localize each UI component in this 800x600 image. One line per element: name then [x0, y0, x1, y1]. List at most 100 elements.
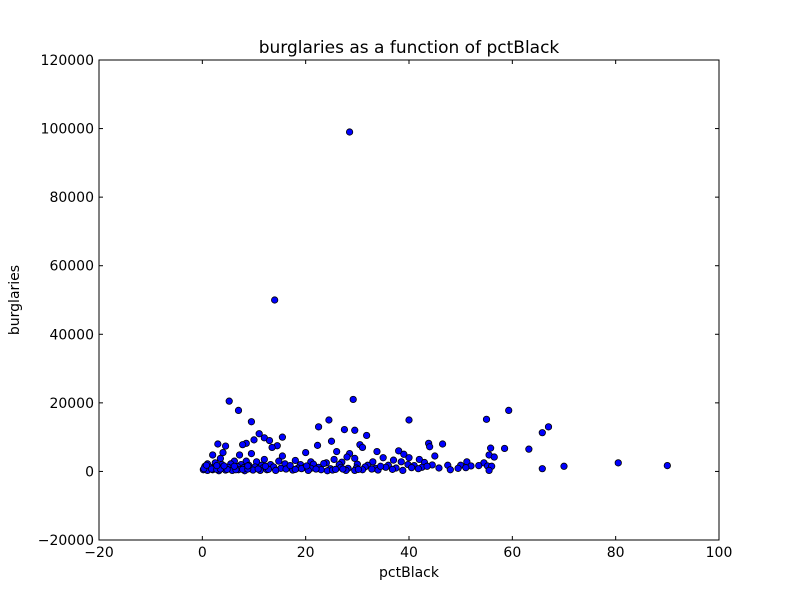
x-tick-label: 40: [400, 545, 418, 561]
y-tick-label: 40000: [49, 327, 94, 343]
data-point: [275, 457, 283, 465]
data-point: [254, 465, 262, 473]
data-point: [490, 453, 498, 461]
data-point: [354, 465, 362, 473]
data-point: [485, 466, 493, 474]
data-point: [272, 466, 280, 474]
data-point: [302, 448, 310, 457]
data-point: [454, 464, 462, 472]
data-point: [414, 465, 422, 473]
data-point: [303, 462, 311, 470]
data-point: [219, 448, 227, 457]
data-point: [330, 455, 338, 464]
data-point: [247, 418, 256, 426]
data-point: [475, 461, 483, 470]
data-point: [230, 462, 238, 470]
data-point: [663, 461, 671, 470]
data-point: [325, 416, 333, 424]
y-tick-label: 100000: [41, 122, 94, 138]
data-point: [369, 458, 377, 466]
data-point: [399, 466, 407, 474]
data-point: [388, 465, 397, 473]
data-point: [487, 444, 495, 452]
data-point: [291, 456, 299, 465]
data-point: [500, 444, 509, 453]
data-point: [220, 462, 228, 470]
data-point: [216, 454, 225, 462]
data-point: [320, 459, 328, 468]
data-point: [397, 458, 405, 466]
data-point: [327, 437, 336, 445]
data-point: [343, 453, 351, 461]
data-point: [462, 464, 470, 472]
plot-frame: [98, 59, 720, 541]
data-point: [363, 431, 371, 440]
data-point: [505, 406, 513, 414]
data-points: [199, 128, 671, 475]
data-point: [405, 416, 413, 424]
data-point: [395, 447, 403, 455]
data-point: [400, 450, 408, 458]
x-tick-label: 0: [198, 545, 207, 561]
data-point: [431, 452, 439, 460]
data-point: [339, 465, 347, 473]
data-point: [239, 441, 247, 449]
data-point: [255, 430, 263, 438]
y-axis-label: burglaries: [7, 265, 23, 335]
data-point: [250, 436, 258, 444]
data-point: [415, 455, 423, 464]
data-point: [560, 462, 568, 470]
x-tick-label: 100: [706, 545, 733, 561]
data-point: [349, 395, 357, 404]
data-point: [221, 442, 230, 450]
data-point: [614, 459, 622, 467]
data-point: [389, 456, 398, 464]
data-point: [351, 426, 359, 434]
data-point: [405, 454, 413, 462]
data-point: [286, 461, 294, 470]
data-point: [368, 465, 376, 473]
data-point: [268, 443, 276, 452]
chart-title: burglaries as a function of pctBlack: [259, 38, 560, 58]
y-tick-label: 60000: [49, 259, 94, 275]
data-point: [271, 296, 279, 304]
data-point: [538, 429, 546, 437]
x-tick-label: 60: [503, 545, 521, 561]
data-point: [340, 425, 349, 434]
data-point: [538, 465, 546, 473]
data-point: [202, 461, 211, 469]
data-point: [351, 454, 359, 462]
data-point: [213, 461, 221, 470]
data-point: [423, 462, 431, 470]
data-point: [426, 443, 434, 451]
data-point: [379, 454, 387, 462]
y-tick-label: 20000: [49, 396, 94, 412]
x-tick-label: 20: [297, 545, 315, 561]
data-point: [373, 447, 381, 456]
data-point: [244, 462, 252, 470]
data-point: [438, 440, 447, 448]
data-point: [209, 451, 217, 459]
x-axis-label: pctBlack: [379, 565, 440, 581]
data-point: [260, 455, 268, 464]
y-tick-label: −20000: [38, 533, 94, 549]
data-point: [482, 415, 491, 423]
data-point: [544, 423, 553, 431]
x-tick-label: 80: [607, 545, 625, 561]
data-point: [407, 464, 416, 472]
data-point: [332, 465, 340, 473]
data-point: [261, 462, 269, 470]
data-point: [214, 440, 222, 448]
data-point: [235, 451, 244, 459]
data-point: [358, 443, 367, 452]
y-tick-label: 80000: [49, 190, 94, 206]
data-point: [376, 462, 385, 470]
data-point: [278, 433, 287, 441]
data-point: [314, 423, 323, 431]
data-point: [225, 397, 233, 405]
data-point: [278, 452, 287, 460]
y-tick-label: 0: [85, 464, 94, 480]
y-tick-label: 120000: [41, 53, 94, 69]
